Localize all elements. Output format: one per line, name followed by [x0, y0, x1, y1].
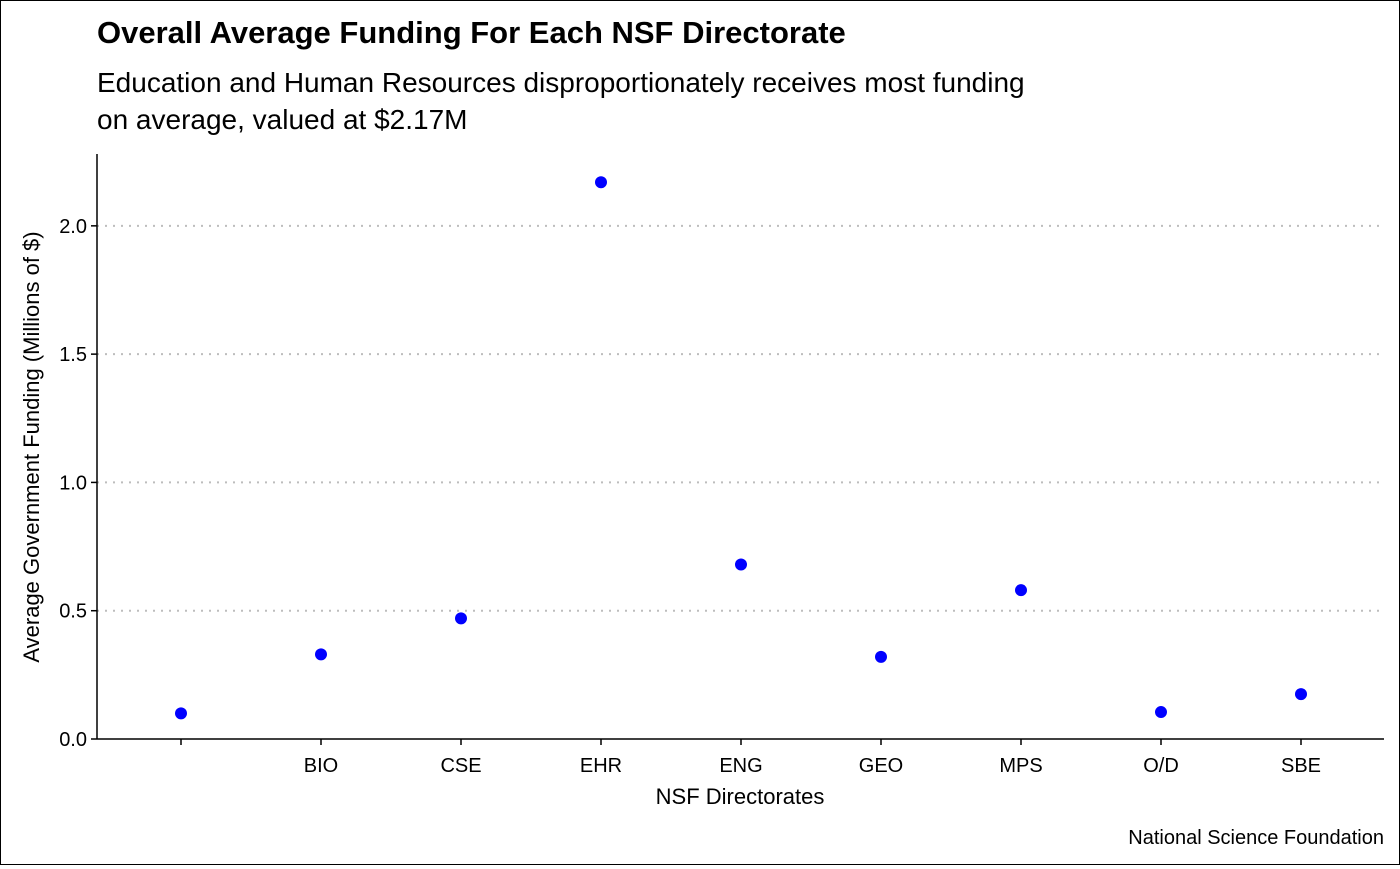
- x-axis-title: NSF Directorates: [656, 784, 825, 809]
- tick-labels: 0.0 0.5 1.0 1.5 2.0 BIO CSE EHR ENG GEO MPS O/D SBE: [59, 216, 1321, 777]
- data-point-unlabeled: [175, 707, 187, 720]
- chart-caption: National Science Foundation: [1128, 827, 1384, 849]
- data-point-bio: [315, 648, 327, 661]
- data-point-sbe: [1295, 688, 1307, 701]
- data-point-cse: [455, 612, 467, 625]
- x-tick-label-2: CSE: [440, 755, 481, 777]
- data-point-od: [1155, 706, 1167, 719]
- chart-subtitle-line-2: on average, valued at $2.17M: [97, 104, 467, 135]
- x-tick-label-3: EHR: [580, 755, 622, 777]
- x-tick-label-1: BIO: [304, 755, 338, 777]
- chart-title: Overall Average Funding For Each NSF Dir…: [97, 15, 846, 50]
- y-tick-label-1: 0.5: [59, 601, 87, 623]
- x-tick-label-5: GEO: [859, 755, 903, 777]
- chart-subtitle-line-1: Education and Human Resources disproport…: [97, 67, 1025, 98]
- data-point-mps: [1015, 584, 1027, 597]
- y-tick-label-3: 1.5: [59, 344, 87, 366]
- x-tick-label-4: ENG: [719, 755, 762, 777]
- x-tick-label-6: MPS: [999, 755, 1042, 777]
- grid-lines: [97, 224, 1384, 612]
- data-point-geo: [875, 650, 887, 663]
- data-point-eng: [735, 558, 747, 571]
- y-tick-label-2: 1.0: [59, 472, 87, 494]
- data-points: [175, 176, 1307, 720]
- y-axis-title: Average Government Funding (Millions of …: [19, 231, 44, 662]
- x-tick-label-7: O/D: [1143, 755, 1179, 777]
- data-point-ehr: [595, 176, 607, 189]
- y-tick-label-4: 2.0: [59, 216, 87, 238]
- axes: [91, 154, 1384, 745]
- y-tick-label-0: 0.0: [59, 729, 87, 751]
- x-tick-label-8: SBE: [1281, 755, 1321, 777]
